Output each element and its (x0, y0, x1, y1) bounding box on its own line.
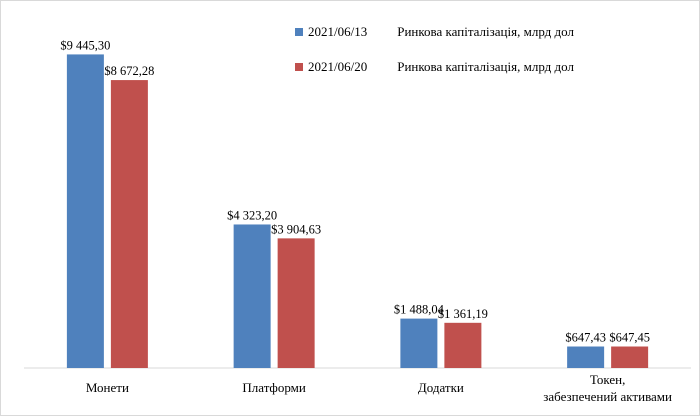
legend-metric-series-1: Ринкова капіталізація, млрд дол (397, 24, 574, 39)
legend: 2021/06/13 Ринкова капіталізація, млрд д… (295, 24, 691, 94)
bar-series-1-category-2 (233, 224, 271, 368)
category-label-4: Токен, забезпечений активами (543, 372, 672, 404)
legend-item-series-1: 2021/06/13 Ринкова капіталізація, млрд д… (295, 24, 691, 42)
value-label-series-1-category-1: $9 445,30 (60, 38, 110, 52)
legend-date-series-1: 2021/06/13 (308, 24, 368, 39)
category-label-line-3-1: Додатки (418, 380, 464, 395)
legend-label-series-2: 2021/06/20 Ринкова капіталізація, млрд д… (308, 59, 574, 75)
category-label-line-4-1: Токен, (590, 372, 625, 387)
bar-series-1-category-3 (400, 318, 438, 368)
legend-item-series-2: 2021/06/20 Ринкова капіталізація, млрд д… (295, 59, 691, 77)
value-label-series-1-category-4: $647,43 (565, 331, 606, 345)
bars-group (66, 54, 649, 369)
value-label-series-2-category-1: $8 672,28 (104, 64, 154, 78)
bar-series-2-category-4 (611, 346, 649, 368)
bar-series-1-category-4 (567, 346, 605, 368)
category-label-1: Монети (86, 380, 129, 395)
value-labels-group: $9 445,30 $8 672,28 $4 323,20$3 904,63 $1 4… (60, 38, 650, 344)
legend-label-series-1: 2021/06/13 Ринкова капіталізація, млрд д… (308, 24, 574, 40)
value-label-series-2-category-4: $647,45 (609, 331, 650, 345)
bar-series-1-category-1 (66, 54, 104, 369)
category-labels-group: Монети Платформи Додатки Токен, забезпечений… (86, 372, 672, 404)
category-label-line-4-2: забезпечений активами (543, 389, 672, 404)
bar-series-2-category-3 (444, 322, 482, 368)
bar-series-2-category-1 (110, 80, 148, 368)
legend-swatch-series-2 (295, 63, 303, 71)
legend-swatch-series-1 (295, 28, 303, 36)
bar-series-2-category-2 (277, 238, 315, 368)
value-label-series-2-category-2: $3 904,63 (271, 222, 321, 236)
category-label-line-1-1: Монети (86, 380, 129, 395)
category-label-3: Додатки (418, 380, 464, 395)
category-label-2: Платформи (242, 380, 305, 395)
value-label-series-2-category-3: $1 361,19 (438, 307, 488, 321)
value-label-series-1-category-3: $1 488,04 (394, 303, 445, 317)
category-label-line-2-1: Платформи (242, 380, 305, 395)
value-label-series-1-category-2: $4 323,20 (227, 208, 277, 222)
legend-date-series-2: 2021/06/20 (308, 59, 368, 74)
legend-metric-series-2: Ринкова капіталізація, млрд дол (397, 59, 574, 74)
